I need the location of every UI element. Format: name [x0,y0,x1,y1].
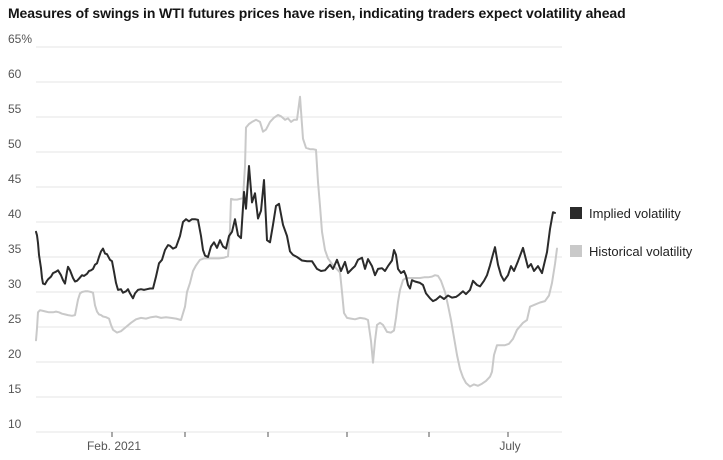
legend-swatch [570,245,582,257]
y-axis-label: 25 [8,312,22,326]
y-axis-label: 15 [8,382,22,396]
chart-title: Measures of swings in WTI futures prices… [8,5,626,21]
y-axis-label: 60 [8,67,22,81]
y-axis-label: 45 [8,172,22,186]
y-axis-label: 65% [8,32,32,46]
implied-volatility-line [35,165,556,303]
legend-item-implied: Implied volatility [570,205,692,221]
y-axis-label: 55 [8,102,22,116]
y-axis-label: 30 [8,277,22,291]
x-axis-label: July [499,439,520,453]
legend-label-implied: Implied volatility [589,205,681,221]
legend-swatch [570,207,582,219]
y-axis-label: 20 [8,347,22,361]
historical-volatility-line [35,95,558,388]
y-axis-label: 35 [8,242,22,256]
y-axis-label: 10 [8,417,22,431]
y-axis-label: 40 [8,207,22,221]
legend-item-historical: Historical volatility [570,243,693,259]
legend-label-historical: Historical volatility [589,243,693,259]
legend: Implied volatility Historical volatility [570,206,692,282]
y-axis-label: 50 [8,137,22,151]
x-axis-label: Feb. 2021 [87,439,141,453]
